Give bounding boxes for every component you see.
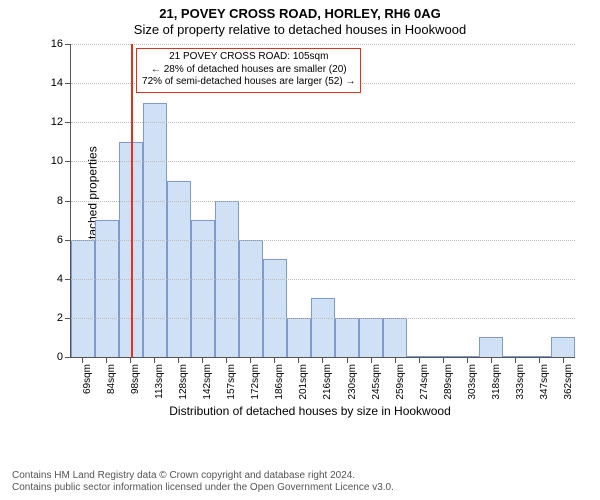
annotation-line-3: 72% of semi-detached houses are larger (… [142,76,355,89]
x-tick-label: 333sqm [515,364,526,400]
footer: Contains HM Land Registry data © Crown c… [12,470,394,494]
grid-line [71,240,575,241]
histogram-bar [455,356,479,357]
x-tick-mark [106,358,107,363]
x-tick-label: 69sqm [82,364,93,394]
y-tick-label: 10 [43,155,63,167]
x-tick-mark [130,358,131,363]
page-subtitle: Size of property relative to detached ho… [0,21,600,37]
grid-line [71,201,575,202]
histogram-bar [407,356,431,357]
x-tick-label: 201sqm [298,364,309,400]
y-tick [65,161,71,162]
x-tick-label: 157sqm [226,364,237,400]
grid-line [71,318,575,319]
x-tick-label: 84sqm [106,364,117,394]
x-tick-label: 245sqm [371,364,382,400]
x-tick-mark [563,358,564,363]
x-tick-mark [250,358,251,363]
x-tick-label: 362sqm [563,364,574,400]
x-tick-mark [82,358,83,363]
annotation-line-1: 21 POVEY CROSS ROAD: 105sqm [142,51,355,64]
y-tick-label: 16 [43,38,63,50]
histogram-bar [551,337,575,357]
x-tick-label: 216sqm [322,364,333,400]
y-tick-label: 14 [43,77,63,89]
x-tick-mark [298,358,299,363]
y-tick-label: 0 [43,351,63,363]
histogram-bar [335,318,359,357]
x-tick-mark [395,358,396,363]
x-tick-label: 318sqm [491,364,502,400]
y-tick-label: 12 [43,116,63,128]
histogram-bar [479,337,503,357]
marker-line [131,44,133,357]
histogram-bar [239,240,263,357]
histogram-chart: Number of detached properties 21 POVEY C… [45,44,575,414]
histogram-bar [71,240,95,357]
annotation-line-2: ← 28% of detached houses are smaller (20… [142,64,355,77]
x-tick-mark [515,358,516,363]
x-tick-mark [491,358,492,363]
x-tick-mark [539,358,540,363]
histogram-bar [359,318,383,357]
grid-line [71,279,575,280]
footer-line-1: Contains HM Land Registry data © Crown c… [12,470,394,482]
y-tick [65,318,71,319]
grid-line [71,161,575,162]
x-tick-mark [226,358,227,363]
x-tick-mark [347,358,348,363]
y-tick-label: 6 [43,234,63,246]
x-tick-mark [178,358,179,363]
x-tick-label: 230sqm [347,364,358,400]
y-tick [65,44,71,45]
histogram-bar [431,356,455,357]
histogram-bar [311,298,335,357]
x-tick-label: 172sqm [250,364,261,400]
footer-line-2: Contains public sector information licen… [12,482,394,494]
y-tick [65,279,71,280]
x-tick-label: 303sqm [467,364,478,400]
y-tick [65,201,71,202]
x-tick-label: 259sqm [395,364,406,400]
grid-line [71,122,575,123]
y-tick-label: 4 [43,273,63,285]
x-tick-label: 98sqm [130,364,141,394]
x-tick-label: 186sqm [274,364,285,400]
x-tick-label: 142sqm [202,364,213,400]
x-tick-mark [419,358,420,363]
histogram-bar [383,318,407,357]
x-axis-title: Distribution of detached houses by size … [45,404,575,418]
x-tick-mark [371,358,372,363]
histogram-bar [167,181,191,357]
y-tick-label: 2 [43,312,63,324]
y-tick-label: 8 [43,195,63,207]
x-tick-label: 113sqm [154,364,165,399]
x-tick-mark [322,358,323,363]
y-tick [65,83,71,84]
x-tick-label: 128sqm [178,364,189,400]
grid-line [71,44,575,45]
annotation-box: 21 POVEY CROSS ROAD: 105sqm ← 28% of det… [136,48,361,93]
x-tick-label: 274sqm [419,364,430,400]
plot-area: 21 POVEY CROSS ROAD: 105sqm ← 28% of det… [70,44,575,358]
histogram-bar [287,318,311,357]
y-tick [65,240,71,241]
histogram-bar [263,259,287,357]
x-tick-mark [467,358,468,363]
histogram-bar [527,356,551,357]
x-tick-mark [154,358,155,363]
y-tick [65,122,71,123]
x-tick-label: 347sqm [539,364,550,400]
x-tick-mark [274,358,275,363]
x-tick-mark [443,358,444,363]
x-tick-mark [202,358,203,363]
page-title: 21, POVEY CROSS ROAD, HORLEY, RH6 0AG [0,0,600,21]
histogram-bar [503,356,527,357]
x-tick-label: 289sqm [443,364,454,400]
